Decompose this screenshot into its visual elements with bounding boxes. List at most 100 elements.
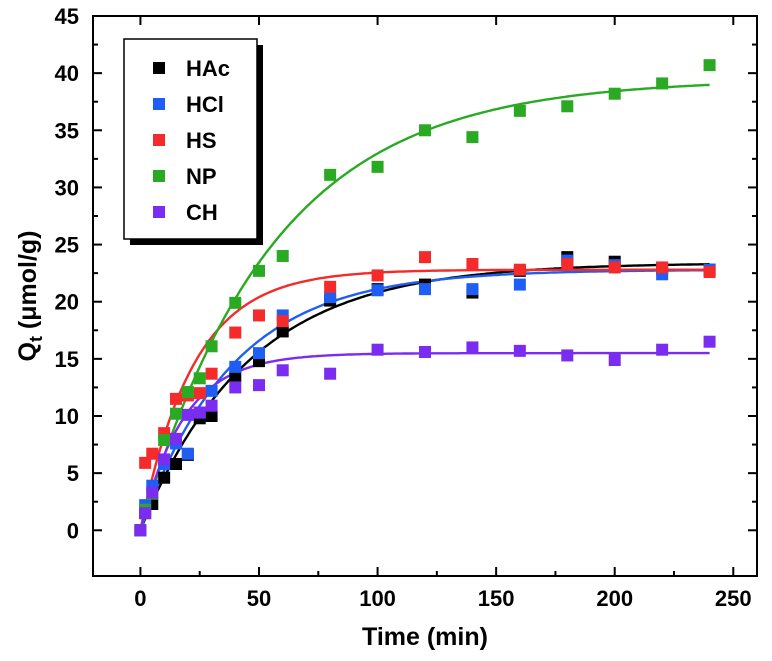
data-point-hs bbox=[703, 266, 716, 278]
data-point-hac bbox=[229, 370, 242, 382]
x-tick-label: 50 bbox=[247, 586, 271, 611]
data-point-np bbox=[513, 104, 526, 117]
data-point-np bbox=[703, 59, 716, 72]
y-axis-title: Qt (μmol/g) bbox=[14, 230, 46, 361]
data-point-ch bbox=[656, 343, 669, 356]
data-point-hs bbox=[276, 315, 289, 328]
x-tick-label: 200 bbox=[596, 586, 633, 611]
data-point-hs bbox=[139, 456, 152, 469]
data-point-ch bbox=[229, 381, 242, 394]
data-point-np bbox=[371, 160, 384, 173]
data-point-hs bbox=[561, 258, 574, 270]
legend-label: HAc bbox=[186, 56, 230, 81]
data-point-np bbox=[181, 386, 194, 398]
data-point-hac bbox=[158, 471, 171, 484]
data-point-ch bbox=[513, 344, 526, 357]
data-point-np bbox=[229, 296, 242, 309]
plot-frame bbox=[92, 15, 758, 577]
legend-marker bbox=[153, 206, 165, 218]
y-axis-title-rest: (μmol/g) bbox=[14, 230, 42, 336]
data-point-hac bbox=[205, 410, 218, 422]
data-point-np bbox=[170, 407, 182, 420]
data-point-ch bbox=[170, 432, 182, 445]
data-point-ch bbox=[205, 399, 218, 412]
data-point-hcl bbox=[229, 360, 242, 373]
fit-line-ch bbox=[139, 351, 710, 531]
x-tick-label: 100 bbox=[359, 586, 396, 611]
data-point-ch bbox=[158, 453, 171, 466]
y-tick-label: 45 bbox=[55, 4, 79, 29]
y-tick-label: 25 bbox=[55, 233, 79, 258]
x-axis-title: Time (min) bbox=[362, 623, 488, 651]
y-tick-label: 35 bbox=[55, 118, 79, 143]
data-point-np bbox=[324, 168, 337, 181]
data-point-hs bbox=[253, 309, 265, 322]
y-tick-label: 10 bbox=[55, 404, 79, 429]
data-point-ch bbox=[561, 349, 574, 362]
data-point-hac bbox=[276, 325, 289, 338]
x-tick-label: 0 bbox=[134, 586, 146, 611]
data-point-ch bbox=[134, 524, 147, 537]
data-point-ch bbox=[703, 335, 716, 348]
legend-label: HS bbox=[186, 128, 217, 153]
data-point-hs bbox=[419, 251, 431, 264]
data-point-hac bbox=[170, 458, 182, 470]
data-point-hcl bbox=[324, 291, 337, 304]
data-point-np bbox=[276, 250, 289, 262]
data-point-np bbox=[253, 264, 265, 277]
y-tick-label: 5 bbox=[67, 461, 79, 486]
data-point-hcl bbox=[419, 283, 431, 296]
y-axis-title-sub: t bbox=[26, 336, 46, 342]
y-tick-label: 15 bbox=[55, 347, 79, 372]
axis-ticks: 0 50 100 150 200 250 0 5 10 15 20 25 30 35 40 45 bbox=[55, 4, 757, 611]
data-point-hcl bbox=[371, 284, 384, 297]
data-point-ch bbox=[181, 408, 194, 421]
legend-label: NP bbox=[186, 164, 217, 189]
data-point-ch bbox=[139, 507, 152, 520]
data-point-ch bbox=[146, 486, 159, 499]
data-point-hs bbox=[193, 387, 206, 400]
data-point-hs bbox=[205, 367, 218, 380]
data-point-np bbox=[656, 77, 669, 90]
legend-marker bbox=[153, 98, 165, 110]
fit-line-hcl bbox=[139, 269, 710, 531]
y-tick-label: 0 bbox=[67, 518, 79, 543]
data-point-ch bbox=[193, 406, 206, 419]
data-point-hs bbox=[146, 447, 159, 460]
data-point-np bbox=[205, 340, 218, 353]
fit-line-hs bbox=[139, 268, 710, 531]
data-point-ch bbox=[371, 343, 384, 356]
data-point-hs bbox=[170, 392, 182, 405]
data-point-hs bbox=[608, 261, 621, 274]
y-tick-label: 30 bbox=[55, 175, 79, 200]
data-point-hcl bbox=[466, 283, 479, 296]
data-point-np bbox=[193, 372, 206, 385]
data-point-hs bbox=[466, 258, 479, 270]
data-point-ch bbox=[276, 364, 289, 377]
legend-marker bbox=[153, 170, 165, 182]
data-point-ch bbox=[419, 346, 431, 358]
data-point-hs bbox=[371, 269, 384, 282]
data-point-np bbox=[608, 87, 621, 100]
data-point-np bbox=[561, 100, 574, 113]
fit-line-hac bbox=[139, 263, 710, 531]
data-point-hcl bbox=[205, 384, 218, 397]
data-point-ch bbox=[608, 354, 621, 366]
y-tick-label: 40 bbox=[55, 61, 79, 86]
x-tick-label: 150 bbox=[478, 586, 515, 611]
data-point-hcl bbox=[253, 347, 265, 360]
data-point-ch bbox=[324, 367, 337, 380]
data-point-hs bbox=[324, 280, 337, 293]
data-point-np bbox=[419, 124, 431, 137]
data-point-hs bbox=[513, 263, 526, 276]
data-point-ch bbox=[253, 379, 265, 392]
legend: HAc HCl HS NP CH bbox=[123, 38, 263, 245]
y-axis-title-main: Q bbox=[14, 342, 42, 361]
data-point-ch bbox=[466, 341, 479, 354]
data-point-hs bbox=[229, 326, 242, 339]
data-point-np bbox=[158, 434, 171, 446]
legend-marker bbox=[153, 134, 165, 146]
x-tick-label: 250 bbox=[715, 586, 752, 611]
data-points bbox=[134, 59, 716, 537]
legend-box bbox=[123, 38, 258, 240]
